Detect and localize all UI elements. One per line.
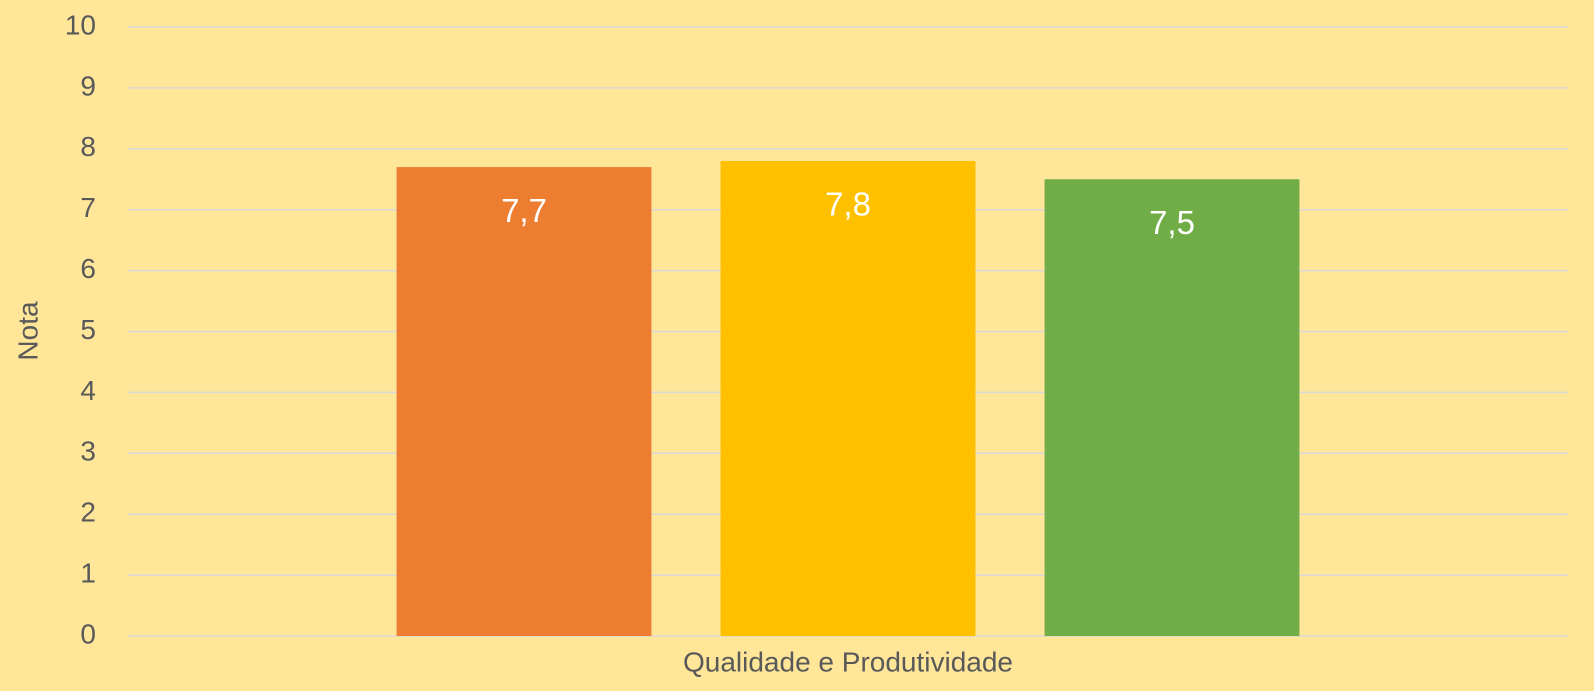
y-tick-label: 3 <box>80 436 96 467</box>
value-label: 7,7 <box>501 192 547 229</box>
y-tick-label: 6 <box>80 253 96 284</box>
y-tick-label: 9 <box>80 70 96 101</box>
y-axis-label: Nota <box>12 301 43 361</box>
y-tick-label: 2 <box>80 497 96 528</box>
value-label: 7,8 <box>825 186 871 223</box>
y-tick-label: 5 <box>80 314 96 345</box>
x-tick-label: Qualidade e Produtividade <box>683 646 1013 677</box>
y-tick-label: 10 <box>65 9 96 40</box>
bar <box>720 160 976 637</box>
y-tick-label: 0 <box>80 618 96 649</box>
y-tick-label: 8 <box>80 131 96 162</box>
y-tick-label: 7 <box>80 192 96 223</box>
y-tick-label: 4 <box>80 375 96 406</box>
bar <box>396 167 652 636</box>
value-label: 7,5 <box>1149 204 1195 241</box>
bar <box>1044 179 1300 636</box>
y-tick-label: 1 <box>80 557 96 588</box>
